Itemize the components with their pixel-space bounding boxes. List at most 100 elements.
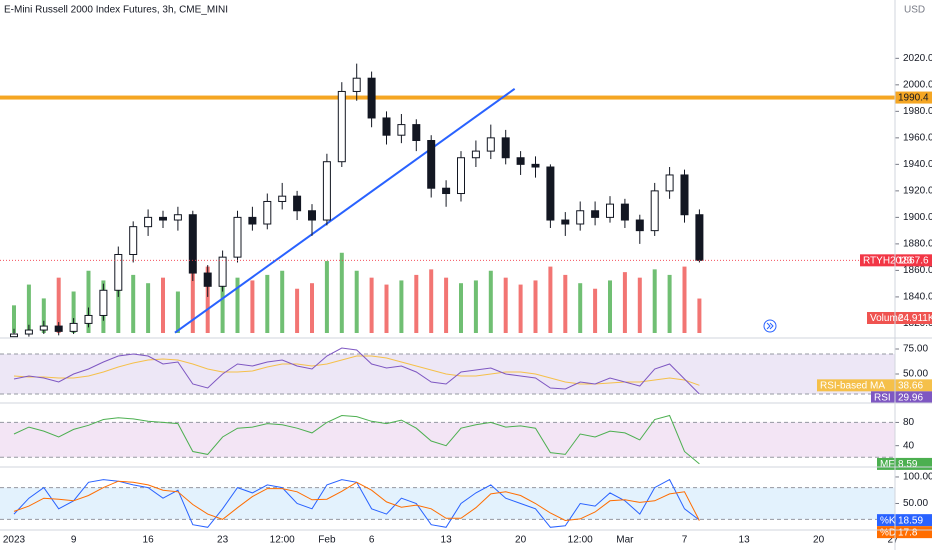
hline-label-bg [895,91,932,104]
volume-bar [369,277,374,333]
candle-body [69,322,78,332]
volume-bar [161,277,165,333]
candle-body [531,163,540,168]
candle-body [308,210,316,221]
candle-body [412,124,421,142]
candle-body [680,174,689,216]
indicator-name-label: RSI-based MA [820,380,885,391]
candle-body [471,150,480,159]
volume-bar [444,277,449,333]
volume-bar [220,284,225,333]
volume-bar [190,256,195,333]
candle-body [352,77,361,92]
candle-body [442,187,451,195]
volume-bar [414,274,419,333]
candle-body [501,137,510,159]
indicator-name-label-bg [871,391,895,404]
volume-bar [41,298,46,333]
volume-bar [131,274,136,333]
volume-bar [71,291,76,333]
indicator-line [13,347,700,395]
x-tick-label: 27 [888,535,900,546]
band [0,422,895,458]
candle-body [99,289,108,316]
y-tick-label: 100.00 [903,472,932,483]
volume-bar [682,266,687,333]
hline-label: 1990.4 [898,93,929,104]
y-tick-label: 50.00 [903,498,928,509]
volume-bar [12,305,16,333]
volume-bar [533,280,538,333]
x-tick-label: 20 [813,535,825,546]
x-tick-label: 13 [441,535,453,546]
x-tick-label: 12:00 [568,535,593,546]
volume-bar [205,266,210,333]
volume-bar [503,277,508,333]
y-tick-label: 1920.0 [903,186,932,197]
y-tick-label: 1960.0 [903,132,932,143]
y-tick-label: 1900.0 [903,212,932,223]
candle-body [24,329,33,335]
candle-body [10,333,18,338]
indicator-value-label: 8.59 [898,459,918,470]
candle-body [427,140,436,189]
candle-body [233,216,242,258]
indicator-name-label-bg [877,514,895,527]
plot-area [0,63,895,528]
candle-body [278,195,287,202]
volume-bar [593,288,598,333]
nav-icon[interactable] [763,319,777,333]
trend-line [174,87,516,334]
indicator-name-label-bg [817,379,895,392]
candle-body [665,174,674,192]
volume-last-label-bg [895,312,932,324]
candle-body [620,203,629,221]
candle-body [84,314,93,324]
x-tick-label: 16 [143,535,155,546]
volume-bar [697,298,702,333]
candle-body [635,219,644,232]
volume-name: Volume [870,313,904,324]
y-tick-label: 1980.0 [903,106,932,117]
x-tick-label: 2023 [3,535,26,546]
candle-body [516,157,525,165]
y-tick-label: 1880.0 [903,239,932,250]
candle-body [486,137,495,152]
candle-body [293,195,302,212]
indicator-value-label-bg [895,379,932,392]
indicator-name-label: %D [880,527,896,538]
y-tick-label: 2020.0 [903,53,932,64]
volume-bar [563,274,568,333]
indicator-value-label: 29.96 [898,392,923,403]
candle-body [159,216,167,221]
y-tick-label: 1840.0 [903,292,932,303]
volume-name-bg [867,312,895,324]
y-tick-label: 75.00 [903,344,928,355]
volume-bar [26,284,31,333]
volume-bar [429,269,434,333]
candle-body [114,253,123,291]
y-tick-label: 2000.0 [903,79,932,90]
volume-bar [295,288,300,333]
last-price-label-bg [895,254,932,267]
horizontal-line [0,95,895,100]
volume-bar [518,284,523,333]
volume-bar [459,283,463,333]
volume-bar [235,277,240,333]
candle-body [173,214,182,221]
x-tick-label: 9 [71,535,77,546]
volume-bar [265,274,270,333]
candle-body [248,216,257,225]
candle-body [322,161,331,221]
volume-last-label: 24.911K [898,313,932,324]
candle-body [382,117,391,136]
x-tick-label: 7 [682,535,688,546]
indicator-value-label-bg [895,526,932,539]
candle-body [263,200,272,225]
indicator-name-label: RSI [874,392,891,403]
candle-body [606,203,614,218]
volume-bar [324,261,329,333]
x-tick-label: 13 [739,535,751,546]
y-tick-label: 50.00 [903,369,928,380]
volume-bar [56,277,61,333]
